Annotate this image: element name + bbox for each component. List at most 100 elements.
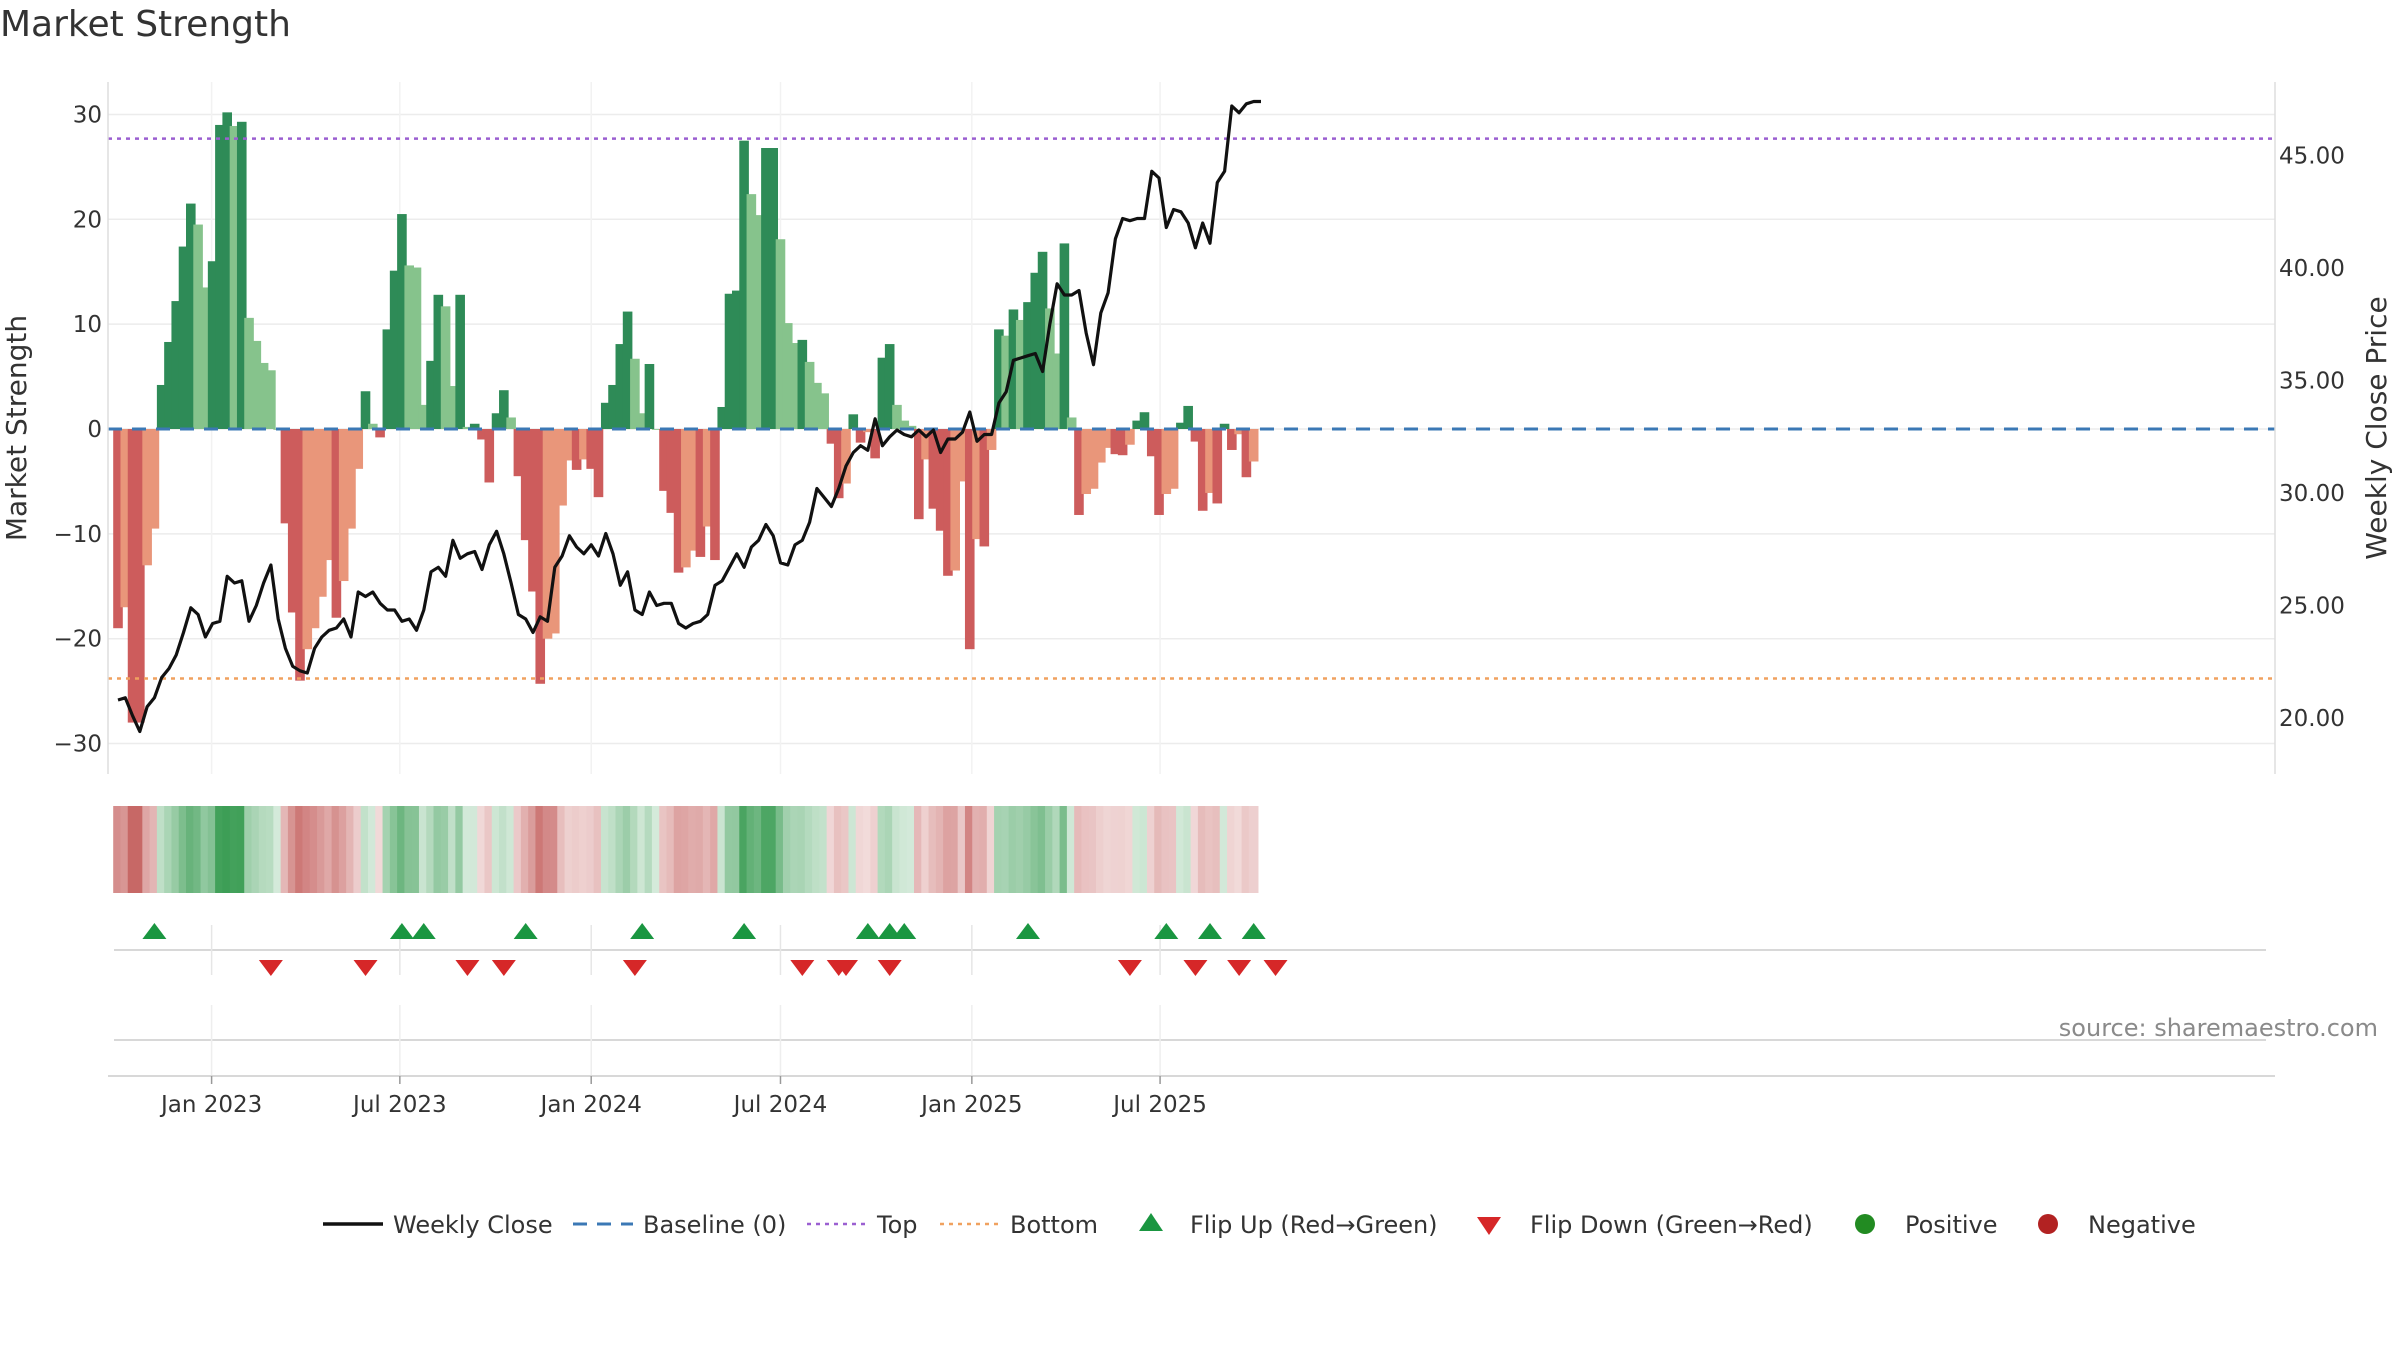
strength-bar (659, 429, 669, 491)
strength-bar (353, 429, 364, 469)
heat-cell (855, 806, 866, 893)
strength-bar (739, 140, 749, 429)
heat-cell (1197, 806, 1208, 893)
strength-bar (455, 294, 465, 429)
strength-bar (1248, 429, 1259, 462)
strength-bar (513, 429, 524, 477)
heat-cell (113, 806, 123, 893)
legend-label-bottom: Bottom (1010, 1211, 1098, 1239)
strength-bar (600, 402, 611, 429)
strength-bar (986, 429, 997, 450)
strength-bar (928, 429, 939, 509)
y-tick-label: −20 (53, 627, 102, 653)
strength-bar (1219, 423, 1230, 429)
strength-bar (637, 413, 647, 429)
y2-tick-label: 20.00 (2279, 706, 2345, 732)
strength-bar (761, 148, 771, 430)
strength-bar (979, 429, 990, 547)
flip-down-marker (1263, 960, 1288, 976)
heat-cell (1219, 806, 1230, 893)
heat-cell (600, 806, 611, 893)
strength-bar (593, 429, 604, 498)
flip-up-marker (732, 923, 757, 939)
strength-bar (797, 339, 808, 429)
heat-cell (1045, 806, 1055, 893)
heat-cell (142, 806, 152, 893)
strength-bar (171, 301, 182, 429)
heat-cell (164, 806, 174, 893)
heat-cell (724, 806, 735, 893)
strength-bar (149, 429, 160, 529)
strength-bar (622, 311, 633, 429)
strength-bar (324, 429, 334, 561)
heat-cell (149, 806, 160, 893)
x-tick-label: Jul 2024 (732, 1092, 828, 1118)
heat-cell (178, 806, 189, 893)
x-tick-label: Jan 2023 (159, 1092, 262, 1118)
heat-cell (921, 806, 931, 893)
heat-cell (360, 806, 371, 893)
strength-bar (826, 429, 837, 444)
y2-tick-label: 25.00 (2279, 594, 2345, 620)
y-tick-label: 10 (73, 312, 102, 338)
strength-bar (579, 429, 589, 460)
strength-bar (994, 329, 1004, 429)
strength-bar (906, 425, 917, 429)
strength-bar (411, 267, 422, 429)
strength-bar (236, 121, 247, 429)
strength-bar (520, 429, 531, 541)
strength-bar (935, 429, 946, 531)
strength-bar (295, 429, 305, 681)
heat-cell (586, 806, 596, 893)
strength-bar (528, 429, 538, 592)
strength-bar (812, 382, 822, 429)
strength-bar (186, 203, 196, 429)
strength-bar (746, 194, 757, 429)
strength-bar (317, 429, 327, 597)
strength-bar (338, 429, 349, 582)
strength-bar (1074, 429, 1084, 515)
heat-cell (739, 806, 749, 893)
heat-cell (382, 806, 393, 893)
strength-bar (499, 390, 509, 429)
strength-bar (1001, 335, 1011, 429)
strength-bar (688, 429, 698, 551)
x-tick-label: Jul 2025 (1111, 1092, 1207, 1118)
heat-cell (295, 806, 305, 893)
strength-bar (673, 429, 684, 573)
strength-bar (302, 429, 313, 650)
strength-bar (1110, 429, 1121, 455)
strength-bar (404, 265, 414, 429)
strength-bar (1146, 429, 1157, 457)
strength-bar (630, 358, 640, 429)
heat-cell (659, 806, 669, 893)
flip-down-marker (834, 960, 858, 976)
strength-bar (1117, 429, 1128, 456)
heat-cell (513, 806, 524, 893)
heat-cell (608, 806, 618, 893)
legend-label-negative: Negative (2088, 1211, 2196, 1239)
strength-bar (418, 404, 429, 429)
y2-tick-label: 30.00 (2279, 481, 2345, 507)
flip-down-marker (1227, 960, 1252, 976)
y-axis-label: Market Strength (0, 315, 33, 541)
y-tick-label: −10 (53, 522, 102, 548)
heat-cell (986, 806, 997, 893)
heat-cell (753, 806, 764, 893)
heat-cell (1176, 806, 1186, 893)
heat-cell (397, 806, 407, 893)
heat-cell (841, 806, 851, 893)
heat-cell (899, 806, 910, 893)
x-tick-label: Jan 2024 (539, 1092, 642, 1118)
legend-label-baseline: Baseline (0) (643, 1211, 786, 1239)
strength-bar (258, 362, 269, 429)
strength-bar (870, 429, 880, 459)
strength-bar (287, 429, 298, 613)
heat-cell (462, 806, 473, 893)
strength-bar (775, 239, 786, 429)
strength-bar (863, 429, 873, 433)
legend-label-top: Top (876, 1211, 918, 1239)
flip-up-marker (1241, 923, 1266, 939)
strength-bar (375, 429, 385, 438)
strength-bar (193, 224, 203, 429)
